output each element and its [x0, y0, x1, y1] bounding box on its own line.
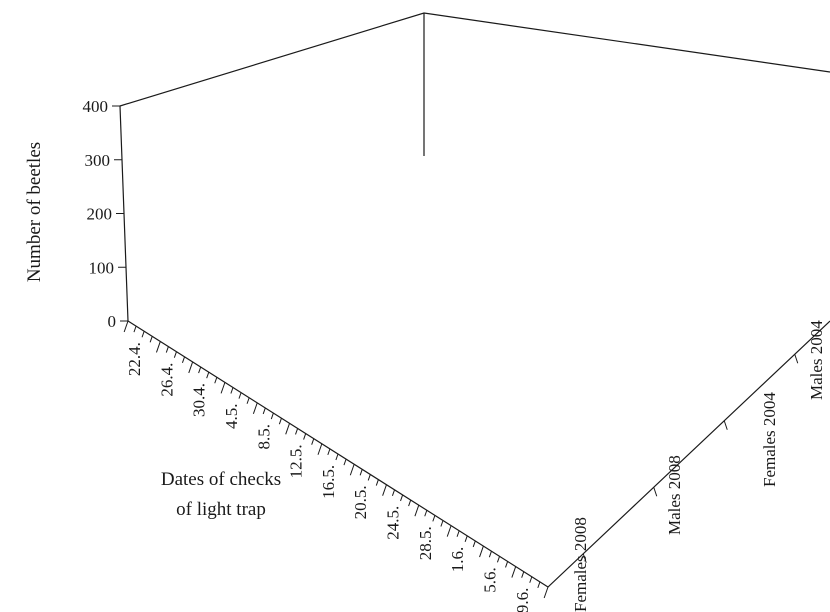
x-tick: [220, 382, 226, 394]
z-tick-label: 200: [87, 205, 113, 224]
x-tick: [408, 499, 412, 507]
x-tick: [317, 443, 323, 455]
series-label: Females 2008: [571, 517, 590, 612]
x-tick: [252, 402, 258, 415]
x-tick: [165, 346, 169, 353]
x-tick: [155, 341, 161, 353]
x-tick-label: 4.5.: [222, 404, 241, 430]
series-label: Males 2008: [665, 455, 684, 535]
x-tick-label: 24.5.: [384, 506, 403, 540]
x-tick: [149, 336, 153, 343]
x-tick: [488, 551, 492, 558]
back-wall-outline: [119, 12, 830, 322]
x-tick: [188, 361, 194, 374]
x-tick-label: 5.6.: [480, 567, 499, 593]
series-tick: [582, 553, 587, 563]
x-tick-label: 28.5.: [416, 526, 435, 560]
x-tick: [505, 561, 509, 568]
x-tick: [464, 535, 468, 543]
z-tick-label: 300: [85, 151, 111, 170]
x-tick-label: 8.5.: [254, 424, 273, 450]
x-tick: [278, 418, 282, 425]
x-tick: [400, 494, 404, 502]
x-tick: [479, 545, 484, 558]
axis-labels: Number of beetles Dates of checks of lig…: [24, 97, 826, 612]
x-tick: [230, 387, 234, 394]
x-tick-label: 20.5.: [351, 485, 370, 519]
x-axis-title-line-1: Dates of checks: [161, 469, 281, 490]
x-tick: [359, 469, 363, 476]
x-tick: [270, 412, 274, 420]
series-tick: [794, 354, 799, 364]
axis-ticks: [112, 105, 799, 599]
series-tick: [723, 420, 728, 430]
x-tick: [414, 504, 420, 517]
z-tick-label: 0: [108, 312, 117, 331]
x-tick: [529, 576, 533, 583]
x-tick: [456, 530, 460, 537]
x-tick: [198, 366, 202, 374]
z-tick-label: 400: [83, 97, 109, 116]
x-tick: [246, 397, 250, 404]
x-tick: [141, 331, 145, 338]
x-tick: [424, 510, 428, 517]
z-axis-title: Number of beetles: [24, 142, 45, 282]
z-tick-label: 100: [89, 258, 115, 277]
x-tick: [349, 464, 355, 476]
x-tick: [173, 351, 177, 358]
x-tick: [206, 371, 210, 379]
x-tick: [367, 474, 371, 481]
x-tick: [343, 458, 347, 466]
x-axis-title-line-2: of light trap: [176, 499, 266, 520]
x-tick: [285, 423, 291, 435]
x-tick-label: 12.5.: [287, 444, 306, 478]
x-tick: [446, 525, 452, 537]
x-tick: [543, 586, 549, 599]
x-tick-label: 16.5.: [319, 465, 338, 499]
x-tick-label: 1.6.: [448, 547, 467, 573]
x-tick: [335, 453, 339, 461]
x-tick: [262, 407, 266, 415]
x-tick: [375, 479, 379, 486]
x-tick: [214, 377, 218, 384]
x-tick: [327, 448, 331, 456]
x-tick: [496, 556, 501, 563]
x-tick: [537, 581, 541, 589]
x-tick: [295, 428, 299, 435]
x-tick-label: 22.4.: [125, 342, 144, 376]
x-tick: [311, 438, 315, 445]
x-tick: [382, 484, 387, 496]
x-tick-label: 9.6.: [513, 588, 532, 612]
x-tick: [432, 515, 436, 522]
x-tick: [123, 320, 129, 333]
series-label: Females 2004: [760, 392, 779, 487]
x-tick: [391, 489, 396, 496]
x-tick-label: 30.4.: [190, 383, 209, 417]
x-tick: [303, 433, 307, 440]
x-tick: [511, 566, 517, 578]
x-tick: [181, 356, 186, 363]
x-tick: [521, 571, 525, 578]
x-tick-label: 26.4.: [157, 363, 176, 397]
series-label: Males 2004: [807, 320, 826, 400]
x-tick: [133, 325, 137, 333]
series-tick: [653, 487, 658, 497]
floor-front-edges: [127, 320, 830, 588]
x-tick: [238, 392, 242, 399]
x-tick: [440, 520, 444, 527]
x-tick: [472, 540, 476, 548]
